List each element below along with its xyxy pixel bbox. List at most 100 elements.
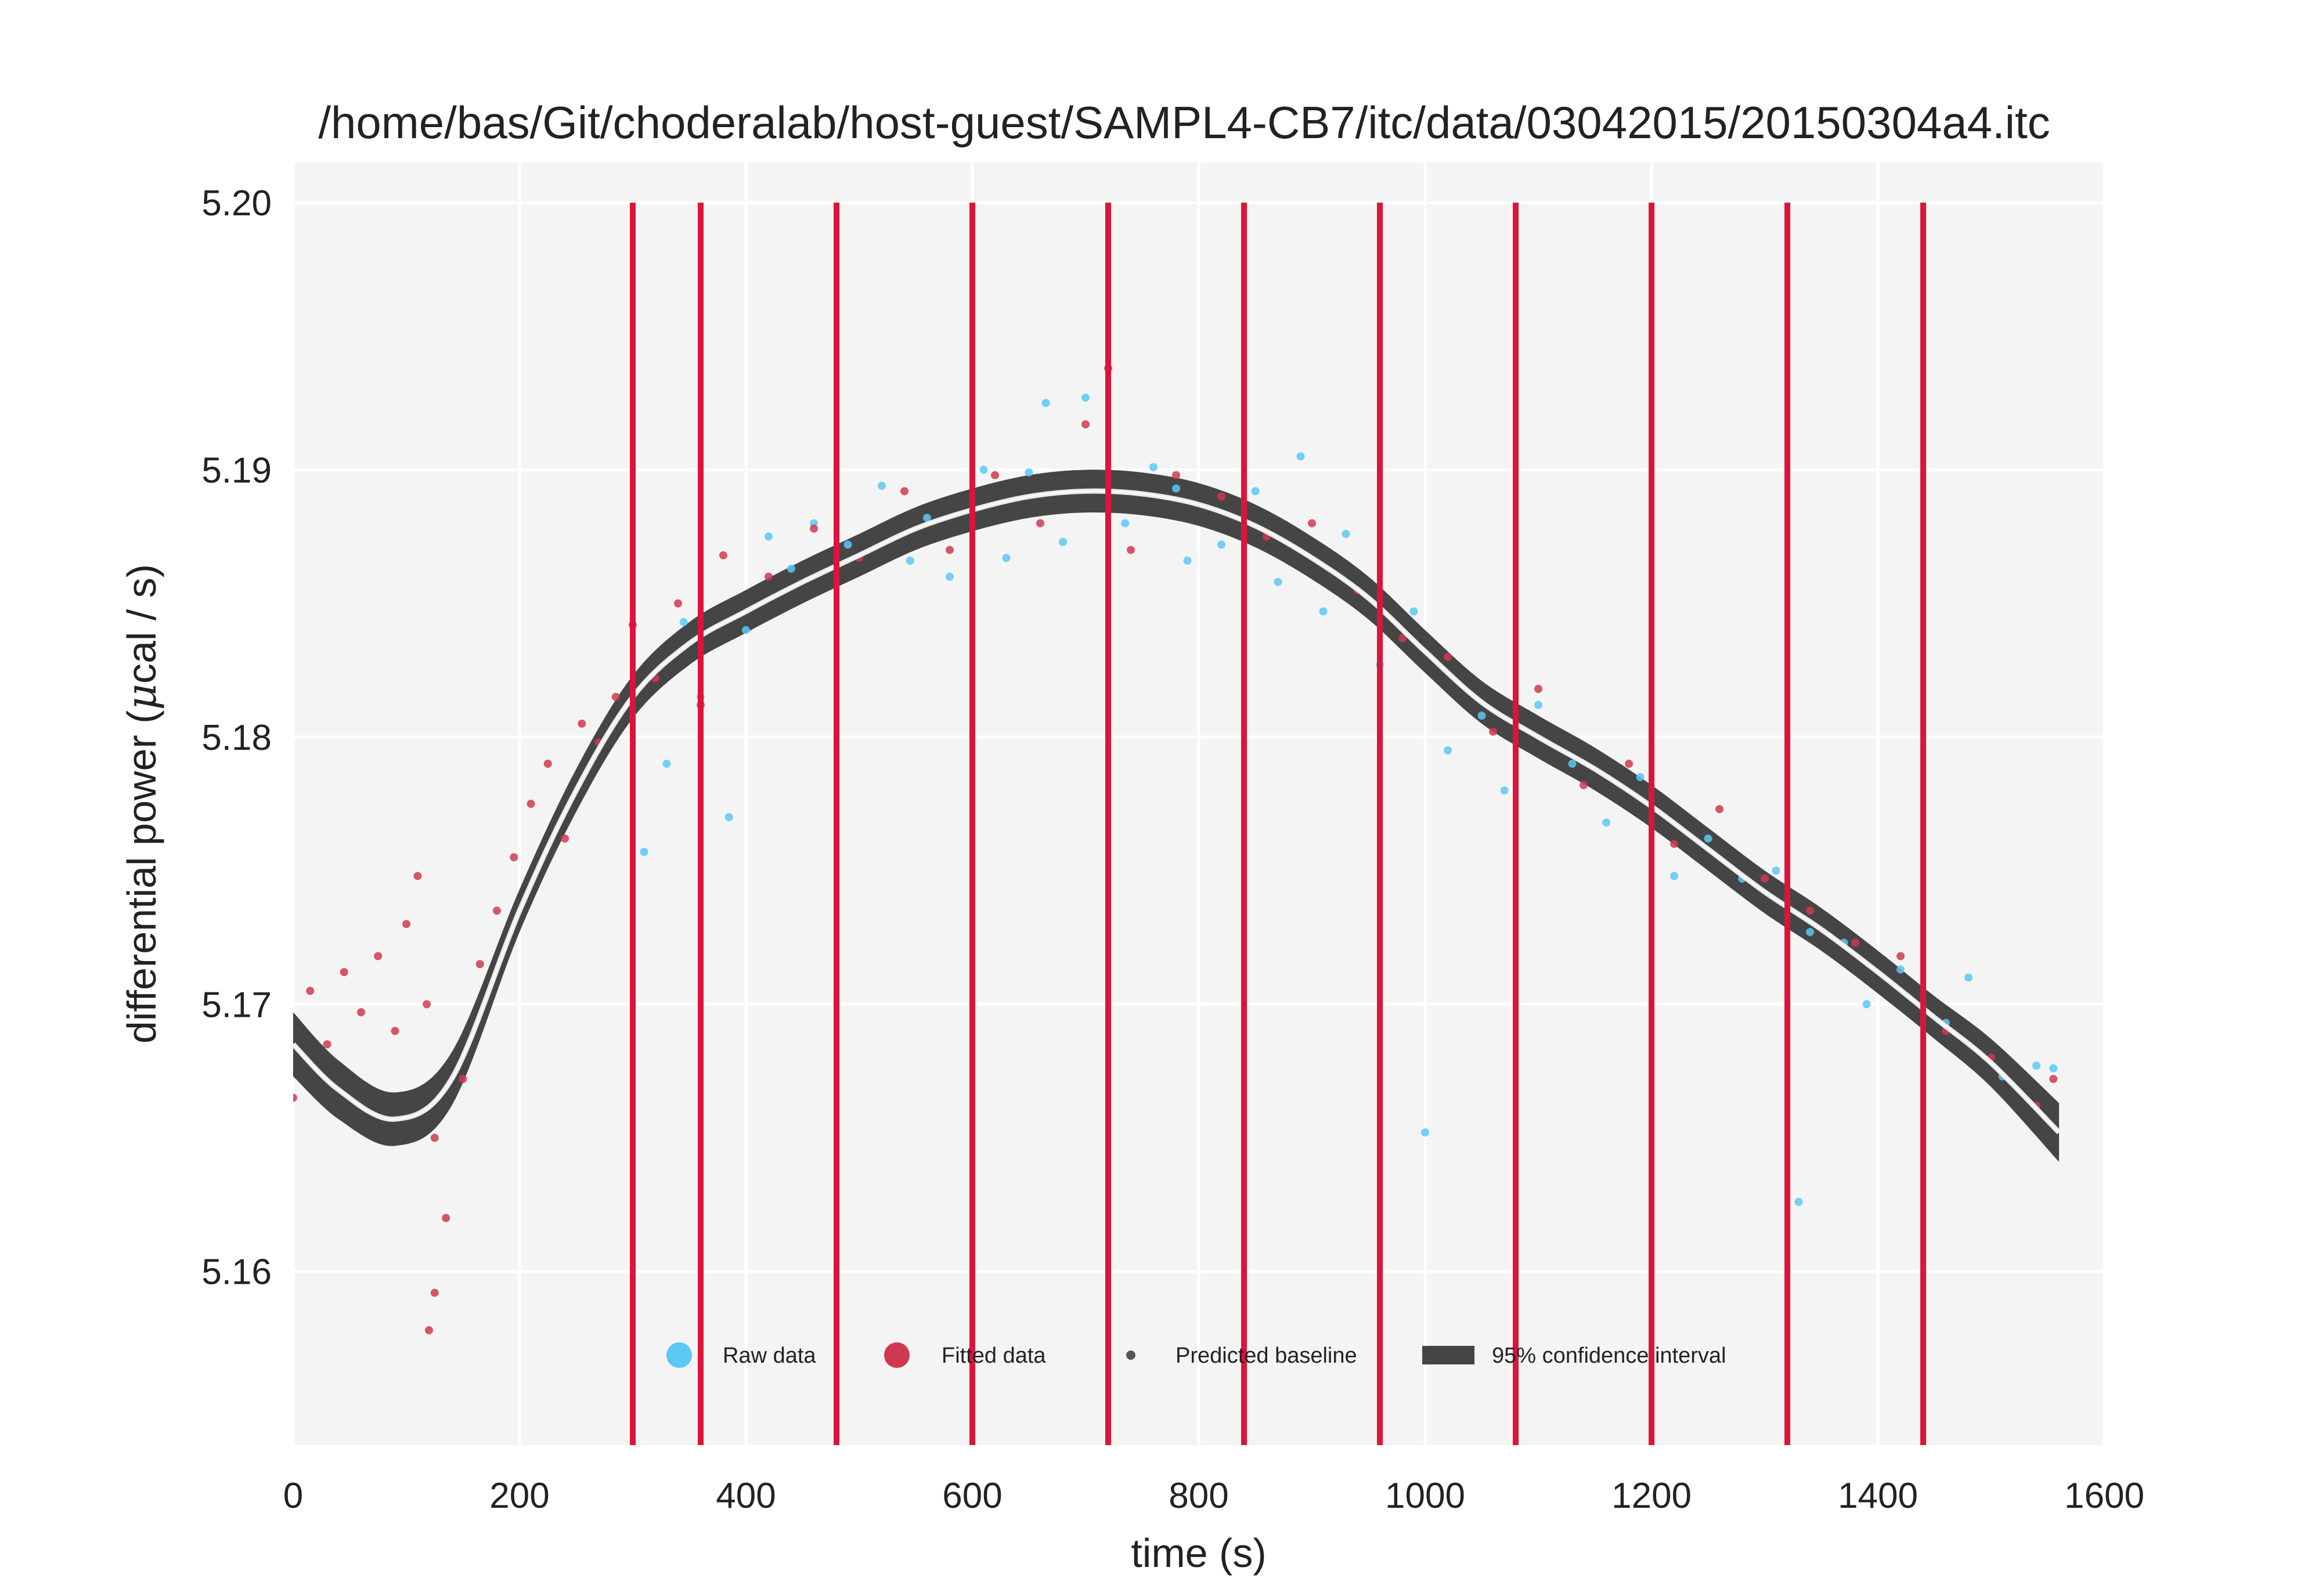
data-point xyxy=(1625,759,1633,768)
legend-entry: Predicted baseline xyxy=(1126,1344,1357,1368)
x-tick-label: 1400 xyxy=(1838,1476,1918,1516)
data-point xyxy=(340,968,348,977)
baseline-layer xyxy=(291,488,2061,1135)
y-tick-label: 5.16 xyxy=(201,1252,272,1292)
data-point xyxy=(923,514,931,522)
data-point xyxy=(475,960,484,969)
x-tick-label: 1000 xyxy=(1385,1476,1465,1516)
data-point xyxy=(2032,1061,2040,1070)
data-point xyxy=(578,719,586,728)
data-point xyxy=(527,800,535,808)
legend-label: Raw data xyxy=(723,1344,816,1368)
data-point xyxy=(1477,712,1486,720)
data-point xyxy=(946,546,954,554)
legend: Raw data Fitted data Predicted baseline 95%… xyxy=(666,1342,1726,1368)
y-tick-label: 5.19 xyxy=(201,450,272,490)
legend-entry: 95% confidence interval xyxy=(1422,1344,1726,1368)
x-tick-label: 400 xyxy=(716,1476,776,1516)
data-point xyxy=(1002,554,1011,562)
data-point xyxy=(561,834,569,843)
data-point xyxy=(402,920,410,929)
x-tick-label: 800 xyxy=(1169,1476,1228,1516)
data-point xyxy=(843,540,852,549)
data-point xyxy=(611,692,620,701)
data-point xyxy=(1121,519,1130,528)
data-point xyxy=(1602,818,1610,827)
data-point xyxy=(1296,452,1305,461)
data-point xyxy=(430,1133,439,1142)
data-point xyxy=(374,952,383,961)
data-point xyxy=(1172,484,1180,493)
data-point xyxy=(1489,727,1497,736)
data-point xyxy=(1704,834,1712,843)
chart-title: /home/bas/Git/choderalab/host-guest/SAMP… xyxy=(318,97,2050,148)
data-point xyxy=(510,853,518,862)
data-point xyxy=(878,482,886,490)
data-point xyxy=(900,487,908,496)
injection-lines xyxy=(630,203,1926,1445)
x-tick-label: 200 xyxy=(489,1476,549,1516)
x-tick-label: 0 xyxy=(283,1476,303,1516)
data-point xyxy=(2049,1075,2058,1084)
data-point xyxy=(1444,746,1452,754)
data-point xyxy=(906,557,914,565)
data-point xyxy=(2049,1064,2058,1073)
data-point xyxy=(459,1075,467,1084)
data-point xyxy=(979,465,988,474)
data-point xyxy=(765,572,773,581)
data-point xyxy=(1036,519,1044,528)
data-point xyxy=(1851,938,1859,947)
y-axis-label: differential power (μcal / s) xyxy=(118,564,165,1043)
data-point xyxy=(1081,393,1090,402)
y-tick-label: 5.20 xyxy=(201,183,272,223)
data-point xyxy=(1342,529,1350,538)
data-point xyxy=(719,551,727,559)
legend-swatch xyxy=(1422,1346,1474,1364)
data-point xyxy=(1251,487,1260,496)
data-point xyxy=(357,1008,365,1017)
data-point xyxy=(425,1326,433,1335)
legend-entry: Fitted data xyxy=(884,1342,1046,1368)
predicted-baseline-highlight xyxy=(292,490,2060,1133)
data-point xyxy=(674,599,682,608)
data-point xyxy=(1398,634,1407,642)
data-point xyxy=(1636,772,1645,781)
data-point xyxy=(679,618,688,626)
x-tick-label: 600 xyxy=(942,1476,1002,1516)
data-point xyxy=(1308,519,1316,528)
data-point xyxy=(1183,557,1192,565)
data-point xyxy=(662,759,671,768)
data-point xyxy=(430,1288,439,1297)
data-point xyxy=(1421,1128,1429,1137)
data-point xyxy=(1806,907,1814,915)
data-point xyxy=(1772,866,1780,875)
data-point xyxy=(1217,492,1225,501)
data-point xyxy=(1806,928,1814,936)
y-axis-label-prefix: differential power ( xyxy=(119,710,164,1044)
data-point xyxy=(293,1093,297,1102)
data-point xyxy=(1319,607,1328,616)
data-point xyxy=(1217,540,1225,549)
data-point xyxy=(1025,468,1033,477)
data-point xyxy=(423,1000,431,1009)
legend-marker xyxy=(1126,1351,1135,1360)
data-point xyxy=(306,987,315,995)
data-point xyxy=(543,759,552,768)
x-axis-label: time (s) xyxy=(1131,1530,1266,1576)
data-point xyxy=(323,1040,331,1049)
data-point xyxy=(1568,759,1577,768)
data-point xyxy=(1862,1000,1871,1009)
data-point xyxy=(442,1214,450,1222)
legend-entry: Raw data xyxy=(666,1342,816,1368)
y-axis-label-suffix: cal / s) xyxy=(119,564,164,684)
data-point xyxy=(391,1027,399,1035)
data-point xyxy=(1081,420,1090,429)
data-point xyxy=(765,532,773,541)
data-point xyxy=(1670,872,1678,880)
grid-lines xyxy=(291,163,2106,1445)
legend-marker xyxy=(884,1342,910,1368)
data-point xyxy=(1715,805,1724,814)
data-point xyxy=(1172,471,1180,479)
data-point xyxy=(946,572,954,581)
data-point xyxy=(493,907,501,915)
